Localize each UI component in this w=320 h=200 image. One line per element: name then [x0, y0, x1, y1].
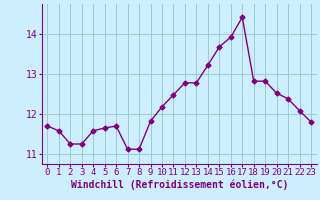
X-axis label: Windchill (Refroidissement éolien,°C): Windchill (Refroidissement éolien,°C) [70, 180, 288, 190]
